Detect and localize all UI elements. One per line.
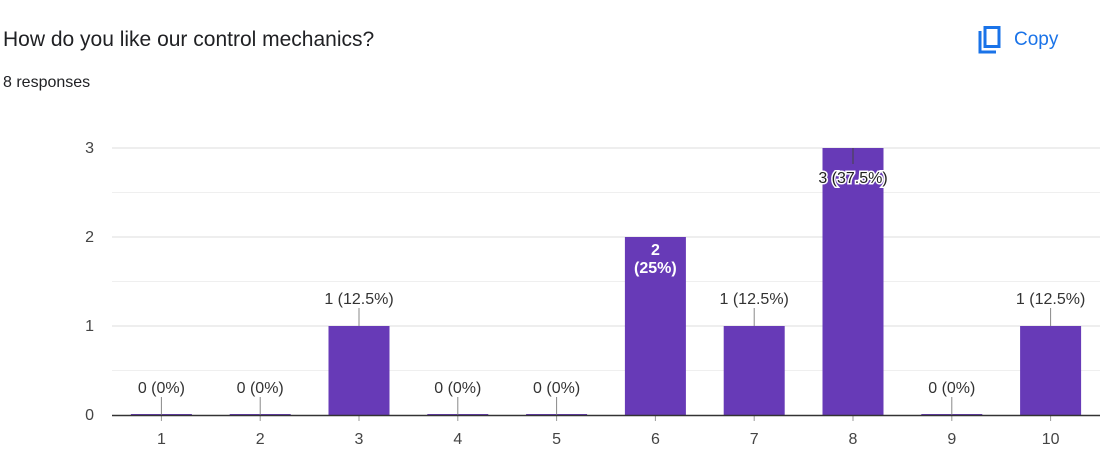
bar[interactable] xyxy=(723,326,785,415)
x-tick-label: 5 xyxy=(552,431,561,448)
x-tick-label: 10 xyxy=(1042,431,1060,448)
question-title: How do you like our control mechanics? xyxy=(3,28,375,51)
x-tick-label: 6 xyxy=(651,431,660,448)
data-label: 1 (12.5%) xyxy=(324,291,393,308)
data-label: 0 (0%) xyxy=(533,380,580,397)
data-label: 1 (12.5%) xyxy=(720,291,789,308)
response-count: 8 responses xyxy=(3,74,91,91)
x-tick-label: 2 xyxy=(256,431,265,448)
copy-icon xyxy=(976,25,1002,55)
y-tick-label: 0 xyxy=(85,407,94,424)
data-label: 0 (0%) xyxy=(237,380,284,397)
x-tick-label: 3 xyxy=(355,431,364,448)
data-label: 1 (12.5%) xyxy=(1016,291,1085,308)
bar[interactable] xyxy=(822,148,884,415)
x-tick-label: 9 xyxy=(947,431,956,448)
data-label: 0 (0%) xyxy=(138,380,185,397)
x-tick-label: 7 xyxy=(750,431,759,448)
y-tick-label: 1 xyxy=(85,318,94,335)
data-label: 0 (0%) xyxy=(434,380,481,397)
x-tick-label: 4 xyxy=(453,431,462,448)
bar[interactable] xyxy=(624,237,686,415)
data-label: 0 (0%) xyxy=(928,380,975,397)
x-tick-label: 1 xyxy=(157,431,166,448)
y-tick-label: 3 xyxy=(85,140,94,157)
bar[interactable] xyxy=(328,326,390,415)
bar[interactable] xyxy=(1020,326,1082,415)
copy-button[interactable]: Copy xyxy=(976,22,1058,58)
x-tick-label: 8 xyxy=(849,431,858,448)
copy-label: Copy xyxy=(1014,29,1059,50)
data-label: 2 (25%) xyxy=(634,242,677,277)
data-label: 3 (37.5%) xyxy=(818,170,887,187)
y-tick-label: 2 xyxy=(85,229,94,246)
